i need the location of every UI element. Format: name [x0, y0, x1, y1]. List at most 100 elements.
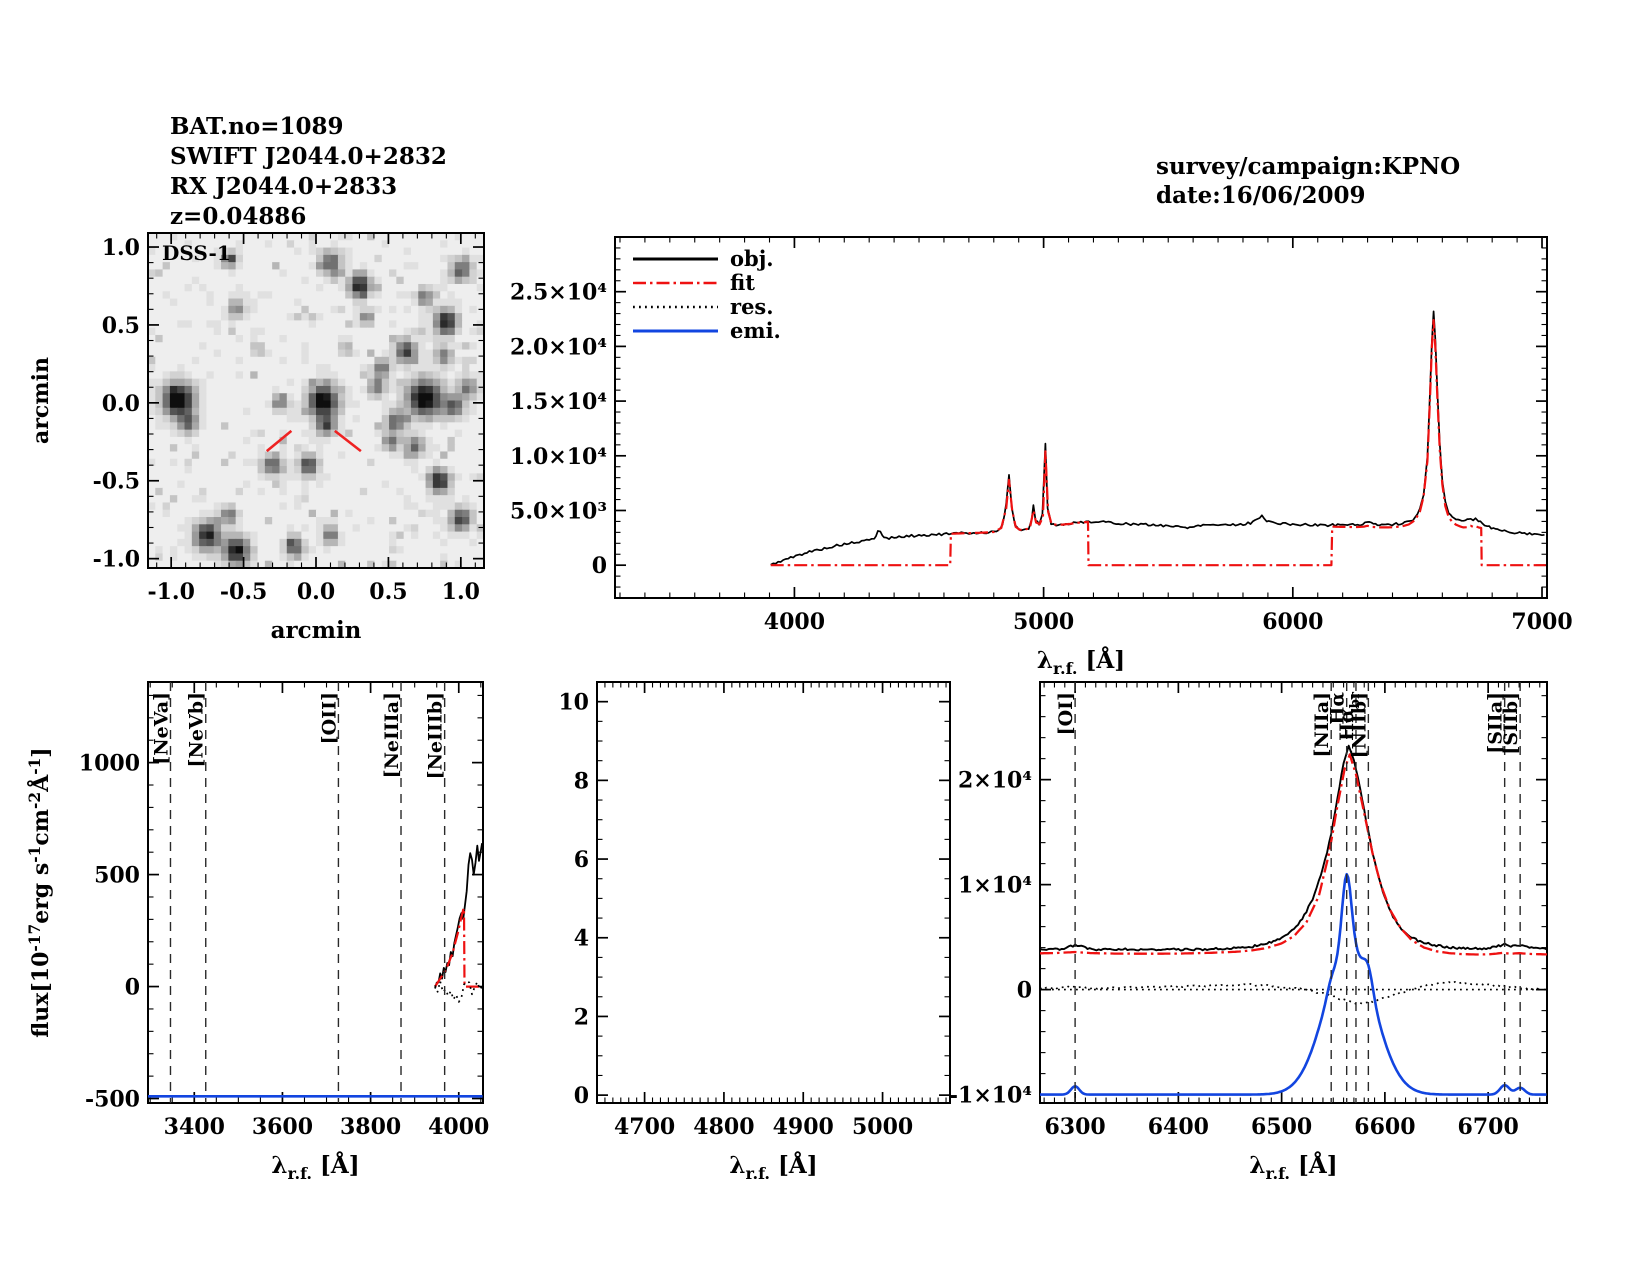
y-tick-label-full-spectrum: 1.5×10⁴: [510, 389, 607, 415]
panel-frame-hbeta-zoom: [596, 681, 951, 1104]
y-tick-label-dss-image: 0.5: [102, 313, 140, 339]
panel-frame-blue-zoom: [147, 681, 484, 1104]
series-halpha-zoom-res: [1040, 980, 1543, 1005]
line-label-neiiib: [NeIIIb]: [425, 692, 447, 779]
series-blue-zoom-obj: [434, 843, 483, 989]
line-label-oi: [OI]: [1055, 692, 1077, 735]
line-label-h: Hα: [1327, 692, 1349, 725]
series-blue-zoom-res: [434, 980, 483, 1003]
dss-star-image: [148, 233, 485, 569]
x-tick-label-halpha-zoom: 6300: [1044, 1114, 1105, 1140]
x-tick-label-hbeta-zoom: 5000: [852, 1114, 913, 1140]
line-label-siib: [SIIb]: [1500, 692, 1522, 755]
x-tick-label-hbeta-zoom: 4800: [693, 1114, 754, 1140]
x-tick-label-full-spectrum: 6000: [1262, 609, 1323, 635]
y-tick-label-halpha-zoom: 2×10⁴: [958, 768, 1032, 794]
x-tick-label-dss-image: -0.5: [220, 579, 267, 605]
panel-hbeta-zoom: 4700 4800 4900 5000 0 2 4 6 8 10 λr.f. [Å]: [558, 681, 951, 1183]
x-tick-label-halpha-zoom: 6400: [1148, 1114, 1209, 1140]
x-tick-label-blue-zoom: 3800: [340, 1114, 401, 1140]
x-tick-label-blue-zoom: 3400: [164, 1114, 225, 1140]
line-label-niib: [NIIb]: [1348, 692, 1370, 758]
x-tick-label-halpha-zoom: 6700: [1458, 1114, 1519, 1140]
series-halpha-zoom-emi: [1040, 872, 1547, 1096]
x-tick-label-full-spectrum: 5000: [1013, 609, 1074, 635]
line-label-niia: [NIIa]: [1311, 692, 1333, 757]
panel-halpha-zoom: 6300 6400 6500 6600 6700 -1×10⁴ 0 1×10⁴ 2×10⁴ λr.…: [949, 681, 1548, 1183]
y-tick-label-dss-image: -1.0: [93, 547, 140, 573]
y-tick-label-hbeta-zoom: 10: [558, 690, 589, 716]
x-tick-label-dss-image: 1.0: [442, 579, 480, 605]
observation-info: survey/campaign:KPNO date:16/06/2009: [1156, 152, 1460, 210]
panel-frame-full-spectrum: [614, 236, 1548, 599]
line-label-hbr: Hαbr: [1336, 691, 1363, 741]
x-axis-label-hbeta-zoom: λr.f. [Å]: [729, 1152, 817, 1183]
header-swift-name: SWIFT J2044.0+2832: [170, 143, 447, 170]
legend-label-obj: obj.: [730, 246, 774, 271]
target-pointer-line: [334, 429, 362, 453]
header-redshift: z=0.04886: [170, 203, 307, 230]
y-tick-label-full-spectrum: 0: [592, 553, 607, 579]
x-tick-label-full-spectrum: 7000: [1511, 609, 1572, 635]
series-blue-zoom-fit: [434, 907, 483, 988]
target-header: BAT.no=1089 SWIFT J2044.0+2832 RX J2044.…: [170, 112, 447, 232]
y-tick-label-hbeta-zoom: 2: [574, 1004, 589, 1030]
x-tick-label-halpha-zoom: 6500: [1251, 1114, 1312, 1140]
series-halpha-zoom-fit: [1040, 753, 1547, 956]
line-label-nevb: [NeVb]: [186, 692, 208, 767]
header-rosat-name: RX J2044.0+2833: [170, 173, 398, 200]
y-tick-label-halpha-zoom: 1×10⁴: [958, 873, 1032, 899]
y-tick-label-full-spectrum: 2.5×10⁴: [510, 280, 607, 306]
x-tick-label-hbeta-zoom: 4700: [614, 1114, 675, 1140]
series-halpha-zoom-obj: [1040, 744, 1547, 952]
y-tick-label-full-spectrum: 1.0×10⁴: [510, 444, 607, 470]
x-tick-label-halpha-zoom: 6600: [1354, 1114, 1415, 1140]
y-tick-label-blue-zoom: -500: [85, 1087, 140, 1113]
x-axis-label-full-spectrum: λr.f. [Å]: [1037, 647, 1125, 678]
x-tick-label-hbeta-zoom: 4900: [773, 1114, 834, 1140]
observation-survey: survey/campaign:KPNO: [1156, 153, 1461, 180]
x-tick-label-blue-zoom: 4000: [428, 1114, 489, 1140]
line-label-neva: [NeVa]: [150, 692, 172, 765]
y-tick-label-blue-zoom: 0: [125, 975, 140, 1001]
dss-corner-label: DSS-1: [162, 241, 231, 265]
x-axis-label-blue-zoom: λr.f. [Å]: [271, 1152, 359, 1183]
legend-label-res: res.: [730, 294, 774, 319]
x-axis-label-halpha-zoom: λr.f. [Å]: [1249, 1152, 1337, 1183]
panel-full-spectrum: 4000 5000 6000 7000 0 5.0×10³ 1.0×10⁴ 1.5×10⁴ 2.…: [510, 236, 1573, 678]
y-tick-label-hbeta-zoom: 8: [574, 768, 589, 794]
panel-dss-image: DSS-1 -1.0 -0.5 0.0 0.5 1.0 -1.0 -0.5 0.0 0.5 1.0 a…: [28, 232, 485, 644]
target-pointer-line: [265, 429, 293, 453]
series-full-spectrum-obj: [770, 310, 1545, 566]
line-label-siia: [SIIa]: [1485, 692, 1507, 754]
y-axis-label-dss-image: arcmin: [28, 357, 54, 444]
header-bat-number: BAT.no=1089: [170, 113, 344, 140]
y-tick-label-hbeta-zoom: 0: [574, 1083, 589, 1109]
y-tick-label-blue-zoom: 500: [94, 863, 140, 889]
panel-blue-zoom: 3400 3600 3800 4000 -500 0 500 1000 λr.f. [Å] flu…: [26, 681, 489, 1183]
y-tick-label-dss-image: -0.5: [93, 469, 140, 495]
y-tick-label-halpha-zoom: -1×10⁴: [949, 1083, 1032, 1109]
x-tick-label-dss-image: -1.0: [147, 579, 194, 605]
y-tick-label-blue-zoom: 1000: [79, 751, 140, 777]
y-tick-label-dss-image: 1.0: [102, 235, 140, 261]
y-tick-label-hbeta-zoom: 4: [574, 926, 589, 952]
y-tick-label-dss-image: 0.0: [102, 391, 140, 417]
y-axis-label-blue-zoom: flux[10-17erg s-1cm-2Å-1]: [26, 747, 54, 1037]
x-tick-label-blue-zoom: 3600: [252, 1114, 313, 1140]
line-label-neiiia: [NeIIIa]: [381, 692, 403, 778]
series-full-spectrum-fit: [770, 319, 1546, 567]
y-tick-label-full-spectrum: 2.0×10⁴: [510, 334, 607, 360]
legend-label-emi: emi.: [730, 318, 781, 343]
x-axis-label-dss-image: arcmin: [271, 617, 362, 644]
y-tick-label-halpha-zoom: 0: [1017, 978, 1032, 1004]
x-tick-label-full-spectrum: 4000: [764, 609, 825, 635]
legend-label-fit: fit: [730, 270, 755, 295]
panel-frame-halpha-zoom: [1039, 681, 1548, 1104]
y-tick-label-full-spectrum: 5.0×10³: [510, 498, 607, 524]
x-tick-label-dss-image: 0.0: [297, 579, 335, 605]
x-tick-label-dss-image: 0.5: [369, 579, 407, 605]
